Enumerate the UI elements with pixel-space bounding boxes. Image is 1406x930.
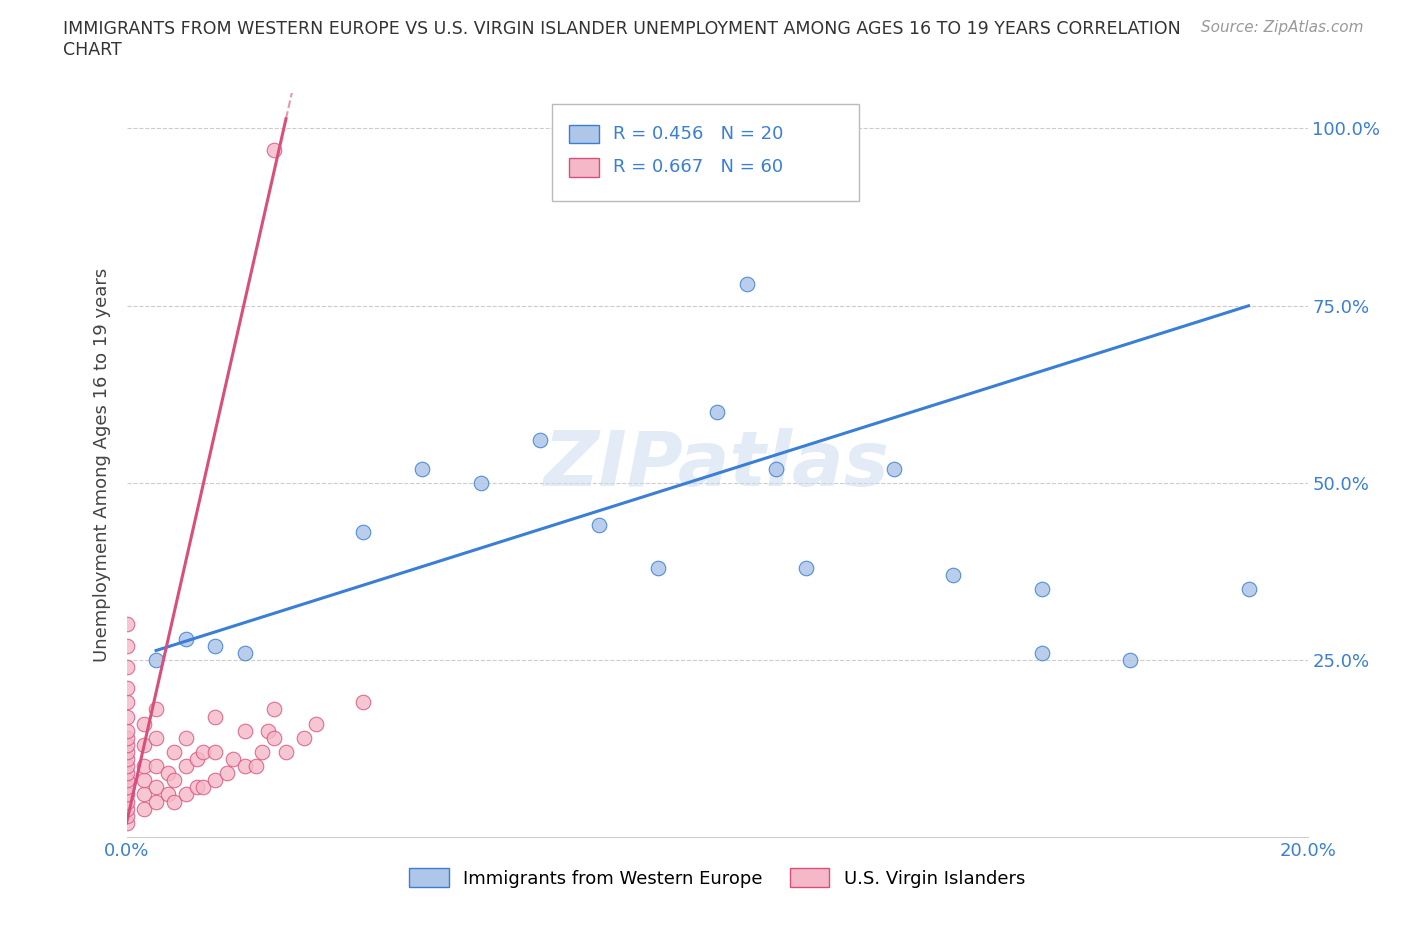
Point bbox=[529, 432, 551, 447]
Point bbox=[1031, 645, 1053, 660]
FancyBboxPatch shape bbox=[569, 125, 599, 143]
Point bbox=[134, 737, 156, 752]
Point bbox=[115, 794, 138, 809]
Point bbox=[115, 759, 138, 774]
Point bbox=[352, 695, 374, 710]
Point bbox=[233, 759, 256, 774]
Point bbox=[204, 638, 226, 653]
Point bbox=[274, 745, 297, 760]
Point bbox=[765, 461, 787, 476]
Point bbox=[174, 631, 197, 646]
Point bbox=[163, 794, 186, 809]
Point bbox=[134, 787, 156, 802]
Point bbox=[115, 617, 138, 631]
Point bbox=[193, 745, 215, 760]
Point bbox=[115, 808, 138, 823]
Point bbox=[145, 730, 167, 745]
FancyBboxPatch shape bbox=[551, 104, 859, 201]
Point bbox=[647, 560, 669, 575]
Point bbox=[233, 645, 256, 660]
Point bbox=[115, 724, 138, 738]
Point bbox=[115, 695, 138, 710]
Point bbox=[215, 765, 238, 780]
Point bbox=[942, 567, 965, 582]
Point bbox=[115, 638, 138, 653]
Point bbox=[115, 745, 138, 760]
Point bbox=[115, 802, 138, 817]
Point bbox=[134, 759, 156, 774]
Point bbox=[304, 716, 326, 731]
Point bbox=[145, 653, 167, 668]
Point bbox=[735, 277, 758, 292]
Point bbox=[134, 773, 156, 788]
Point bbox=[263, 702, 285, 717]
Point bbox=[145, 780, 167, 795]
Point bbox=[1237, 581, 1260, 596]
Point bbox=[115, 681, 138, 696]
Point bbox=[233, 724, 256, 738]
Point bbox=[222, 751, 245, 766]
Point bbox=[115, 751, 138, 766]
Point bbox=[115, 787, 138, 802]
Text: CHART: CHART bbox=[63, 41, 122, 59]
Point bbox=[186, 751, 208, 766]
Point bbox=[156, 765, 179, 780]
Point bbox=[174, 759, 197, 774]
Point bbox=[263, 142, 285, 157]
Legend: Immigrants from Western Europe, U.S. Virgin Islanders: Immigrants from Western Europe, U.S. Vir… bbox=[402, 861, 1032, 895]
Point bbox=[193, 780, 215, 795]
Point bbox=[186, 780, 208, 795]
Point bbox=[883, 461, 905, 476]
Point bbox=[134, 716, 156, 731]
Text: R = 0.667   N = 60: R = 0.667 N = 60 bbox=[613, 158, 783, 177]
Point bbox=[145, 702, 167, 717]
Point bbox=[145, 759, 167, 774]
Point bbox=[588, 518, 610, 533]
Point bbox=[115, 816, 138, 830]
Point bbox=[115, 773, 138, 788]
Point bbox=[163, 773, 186, 788]
Point bbox=[706, 405, 728, 419]
Point bbox=[174, 787, 197, 802]
Point bbox=[257, 724, 280, 738]
Point bbox=[204, 773, 226, 788]
Text: ZIPatlas: ZIPatlas bbox=[544, 428, 890, 502]
Point bbox=[245, 759, 267, 774]
Point bbox=[1119, 653, 1142, 668]
Point bbox=[204, 745, 226, 760]
Point bbox=[1031, 581, 1053, 596]
Point bbox=[115, 780, 138, 795]
Point bbox=[115, 737, 138, 752]
Point bbox=[263, 730, 285, 745]
Text: IMMIGRANTS FROM WESTERN EUROPE VS U.S. VIRGIN ISLANDER UNEMPLOYMENT AMONG AGES 1: IMMIGRANTS FROM WESTERN EUROPE VS U.S. V… bbox=[63, 20, 1181, 38]
Point bbox=[115, 659, 138, 674]
Point bbox=[252, 745, 274, 760]
Y-axis label: Unemployment Among Ages 16 to 19 years: Unemployment Among Ages 16 to 19 years bbox=[93, 268, 111, 662]
FancyBboxPatch shape bbox=[569, 158, 599, 177]
Text: Source: ZipAtlas.com: Source: ZipAtlas.com bbox=[1201, 20, 1364, 35]
Point bbox=[115, 709, 138, 724]
Point bbox=[352, 525, 374, 539]
Point bbox=[156, 787, 179, 802]
Point bbox=[134, 802, 156, 817]
Point bbox=[470, 475, 492, 490]
Point bbox=[204, 709, 226, 724]
Point bbox=[163, 745, 186, 760]
Point bbox=[174, 730, 197, 745]
Point bbox=[411, 461, 433, 476]
Point bbox=[794, 560, 817, 575]
Point bbox=[145, 794, 167, 809]
Point bbox=[115, 765, 138, 780]
Point bbox=[292, 730, 315, 745]
Point bbox=[115, 730, 138, 745]
Text: R = 0.456   N = 20: R = 0.456 N = 20 bbox=[613, 125, 783, 143]
